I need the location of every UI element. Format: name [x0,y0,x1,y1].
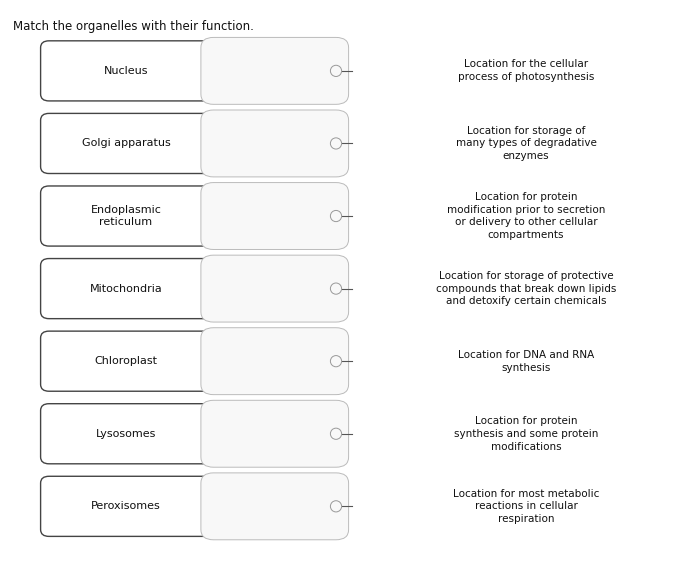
FancyBboxPatch shape [201,255,349,322]
FancyBboxPatch shape [201,37,349,104]
Text: Endoplasmic
reticulum: Endoplasmic reticulum [90,205,162,227]
FancyBboxPatch shape [201,183,349,249]
Text: Location for the cellular
process of photosynthesis: Location for the cellular process of pho… [458,60,594,82]
FancyBboxPatch shape [41,404,211,464]
Text: Location for DNA and RNA
synthesis: Location for DNA and RNA synthesis [458,350,594,373]
Ellipse shape [330,65,342,77]
Ellipse shape [330,356,342,367]
FancyBboxPatch shape [41,113,211,174]
FancyBboxPatch shape [41,476,211,536]
Text: Location for most metabolic
reactions in cellular
respiration: Location for most metabolic reactions in… [453,489,599,524]
Ellipse shape [330,210,342,222]
FancyBboxPatch shape [41,259,211,319]
Text: Golgi apparatus: Golgi apparatus [82,138,170,149]
Ellipse shape [330,428,342,439]
Text: Nucleus: Nucleus [104,66,148,76]
Ellipse shape [330,138,342,149]
Text: Location for storage of
many types of degradative
enzymes: Location for storage of many types of de… [456,126,596,161]
Text: Location for storage of protective
compounds that break down lipids
and detoxify: Location for storage of protective compo… [436,271,616,306]
Text: Chloroplast: Chloroplast [94,356,158,366]
FancyBboxPatch shape [201,473,349,540]
Ellipse shape [330,501,342,512]
FancyBboxPatch shape [41,186,211,246]
Text: Location for protein
synthesis and some protein
modifications: Location for protein synthesis and some … [454,416,598,451]
Text: Mitochondria: Mitochondria [90,284,162,294]
Text: Peroxisomes: Peroxisomes [91,501,161,511]
FancyBboxPatch shape [201,328,349,395]
FancyBboxPatch shape [41,331,211,391]
FancyBboxPatch shape [201,400,349,467]
Ellipse shape [330,283,342,294]
FancyBboxPatch shape [41,41,211,101]
FancyBboxPatch shape [201,110,349,177]
Text: Match the organelles with their function.: Match the organelles with their function… [13,20,253,33]
Text: Location for protein
modification prior to secretion
or delivery to other cellul: Location for protein modification prior … [447,192,606,240]
Text: Lysosomes: Lysosomes [96,429,156,439]
